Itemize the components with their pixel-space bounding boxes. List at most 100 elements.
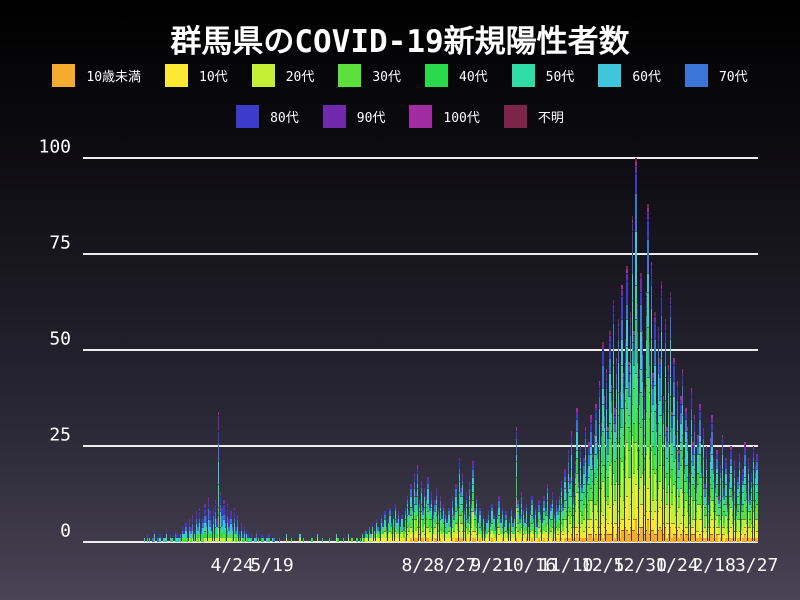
bar-segment — [636, 507, 639, 535]
bar-segment — [671, 442, 673, 454]
bar-segment — [448, 538, 450, 542]
bar-segment — [432, 515, 434, 520]
bar-segment — [254, 538, 256, 542]
bar-segment — [212, 538, 215, 542]
bar-segment — [531, 515, 533, 523]
bar — [510, 507, 512, 542]
bar-segment — [584, 495, 587, 508]
bar-segment — [494, 538, 497, 542]
bar-segment — [185, 538, 187, 542]
bar-segment — [417, 538, 419, 542]
bar-segment — [242, 538, 244, 542]
bar-segment — [572, 503, 575, 508]
bar-segment — [652, 530, 654, 542]
bar-segment — [526, 530, 528, 535]
bar-segment — [456, 519, 459, 523]
bar-segment — [268, 538, 270, 542]
bar-segment — [481, 526, 483, 531]
bar-segment — [678, 492, 680, 496]
bar-segment — [706, 457, 708, 470]
bar-segment — [166, 530, 168, 535]
bar — [278, 538, 280, 542]
bar-segment — [693, 488, 696, 500]
bar-segment — [231, 530, 234, 535]
bar-segment — [629, 430, 632, 477]
bar-segment — [231, 538, 234, 542]
bar-segment — [462, 495, 464, 504]
bar-segment — [583, 503, 585, 519]
bar-segment — [214, 526, 216, 535]
bar-segment — [626, 495, 628, 531]
bar-segment — [643, 534, 646, 542]
bar-segment — [413, 495, 415, 504]
bar-segment — [624, 476, 627, 508]
bar-segment — [221, 507, 223, 512]
bar-segment — [629, 373, 632, 397]
bar-segment — [623, 373, 625, 377]
bar-segment — [569, 476, 571, 481]
bar-segment — [460, 522, 462, 539]
bar-segment — [733, 492, 736, 504]
bar-segment — [522, 511, 524, 516]
bar — [157, 538, 159, 542]
bar-segment — [688, 476, 691, 481]
bar-segment — [733, 530, 736, 539]
bar-segment — [692, 518, 694, 527]
bar-segment — [614, 415, 616, 424]
bar-segment — [633, 472, 635, 519]
bar-segment — [553, 522, 556, 527]
bar-segment — [456, 515, 459, 520]
bar — [361, 534, 364, 542]
bar-segment — [745, 522, 748, 531]
bar-segment — [406, 499, 409, 504]
bar — [257, 538, 260, 542]
bar-segment — [638, 465, 640, 489]
bar-segment — [538, 522, 540, 527]
bar-segment — [503, 522, 505, 527]
bar-segment — [418, 511, 421, 519]
bar-segment — [747, 538, 749, 542]
bar-segment — [659, 415, 661, 435]
bar-segment — [631, 342, 634, 404]
bar — [249, 538, 251, 542]
bar — [534, 507, 537, 542]
bar-segment — [662, 449, 665, 466]
bar-segment — [693, 469, 696, 489]
bar-segment — [567, 461, 569, 473]
bar-segment — [659, 361, 661, 366]
bar-segment — [752, 499, 755, 512]
bar-segment — [605, 369, 608, 374]
bar-segment — [508, 522, 511, 527]
bar-segment — [735, 515, 737, 523]
bar-segment — [680, 396, 682, 400]
bar-segment — [591, 526, 594, 539]
bar-segment — [425, 538, 428, 542]
bar-segment — [749, 503, 751, 512]
bar-segment — [681, 492, 684, 516]
bar-segment — [567, 507, 569, 516]
bar-segment — [600, 534, 602, 542]
bar-segment — [716, 449, 718, 454]
bar-segment — [486, 522, 488, 527]
bar-segment — [484, 538, 486, 542]
bar-segment — [633, 388, 635, 423]
bar-segment — [711, 499, 713, 519]
bar-segment — [375, 519, 377, 523]
y-tick-label: 75 — [49, 232, 71, 254]
bar-segment — [623, 469, 625, 500]
bar — [520, 492, 523, 542]
legend-label: 100代 — [443, 111, 480, 126]
bar-segment — [579, 511, 582, 527]
bar-segment — [529, 519, 531, 523]
bar — [555, 499, 557, 542]
bar-segment — [626, 407, 628, 443]
bar-segment — [732, 511, 734, 516]
bar-segment — [233, 538, 235, 542]
bar — [432, 511, 434, 542]
bar-segment — [609, 392, 611, 423]
bar — [678, 449, 680, 542]
bar-segment — [458, 515, 460, 531]
bar-segment — [668, 392, 670, 412]
bar-segment — [552, 496, 554, 500]
bar-segment — [740, 503, 743, 512]
